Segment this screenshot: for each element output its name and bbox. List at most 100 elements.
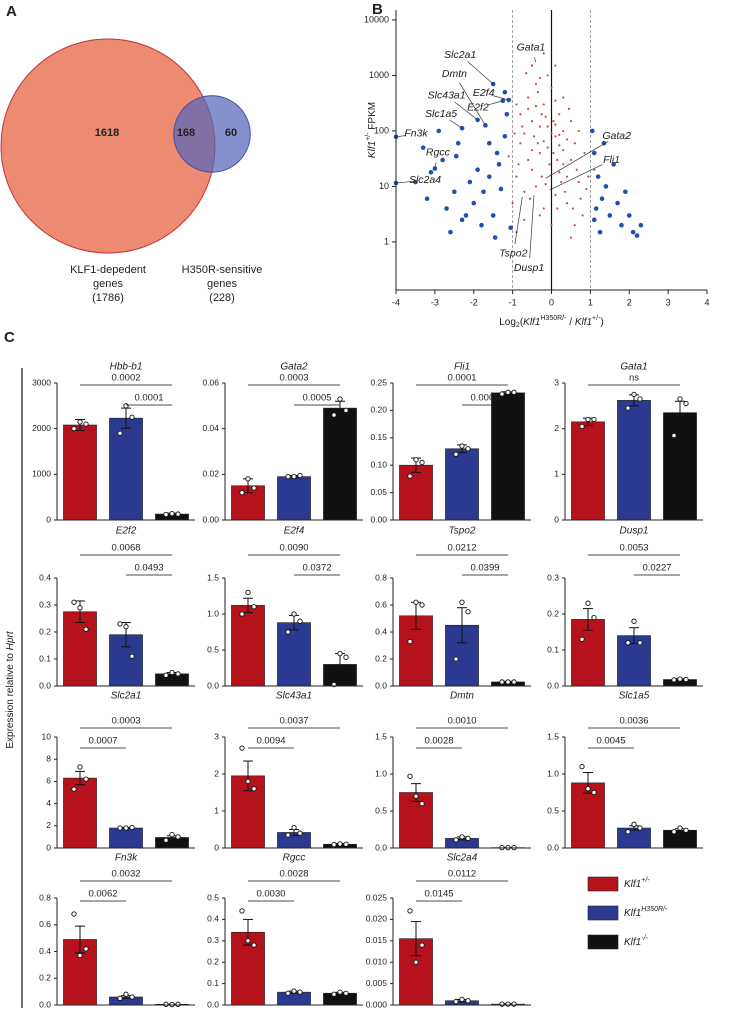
c-y-axis-label: Expression relative to Hprt xyxy=(5,630,16,749)
scatter-point xyxy=(513,132,516,135)
replicate-point xyxy=(683,400,689,407)
label-part: Hprt xyxy=(5,630,16,650)
replicate-point xyxy=(291,611,297,617)
bar xyxy=(109,417,143,521)
chart-title: Fli1 xyxy=(454,362,470,373)
replicate-point xyxy=(77,764,83,770)
replicate-point xyxy=(677,676,683,682)
scatter-point xyxy=(554,135,557,138)
y-tick-label: 0.6 xyxy=(375,599,387,609)
y-tick-label: 0.3 xyxy=(547,572,559,582)
annotation-label: Slc43a1 xyxy=(428,90,466,102)
annotation-leader xyxy=(514,196,523,244)
scatter-point xyxy=(490,213,496,218)
replicate-point xyxy=(343,990,349,996)
replicate-point xyxy=(163,511,169,518)
y-tick-label: 0.8 xyxy=(375,572,387,582)
replicate-point xyxy=(683,827,689,833)
y-tick-label: 0.04 xyxy=(202,423,219,433)
scatter-point xyxy=(540,113,543,116)
y-tick-label: 0 xyxy=(46,842,51,852)
y-tick-label: 0.5 xyxy=(207,892,219,902)
venn-region-count: 1618 xyxy=(95,127,119,139)
scatter-point xyxy=(569,236,573,239)
replicate-point xyxy=(291,473,297,480)
comparison-label: 0.0037 xyxy=(279,716,308,727)
replicate-point xyxy=(175,1001,181,1007)
scatter-point xyxy=(444,206,449,211)
scatter-point xyxy=(502,134,508,139)
scatter-point xyxy=(552,151,555,155)
annotation-label: Slc2a1 xyxy=(444,49,476,61)
scatter-point xyxy=(525,72,528,75)
comparison-label: 0.0007 xyxy=(88,736,117,747)
scatter-point xyxy=(593,206,599,211)
y-tick-label: 0.1 xyxy=(207,978,219,988)
scatter-point xyxy=(508,225,513,231)
y-tick-label: 0.10 xyxy=(370,459,387,469)
replicate-point xyxy=(123,825,129,831)
replicate-point xyxy=(585,416,591,423)
venn-set-size: (228) xyxy=(209,292,235,304)
replicate-point xyxy=(453,837,459,843)
scatter-point xyxy=(638,222,644,228)
replicate-point xyxy=(285,629,291,635)
scatter-point xyxy=(548,163,551,166)
y-tick-label: 0.4 xyxy=(375,626,387,636)
annotation-leader xyxy=(487,100,504,106)
comparison-label: 0.0028 xyxy=(279,869,308,880)
y-tick-label: 0.0 xyxy=(547,842,559,852)
scatter-point xyxy=(558,144,561,147)
y-tick-label: 0.000 xyxy=(366,999,388,1009)
scatter-point xyxy=(554,64,557,67)
y-tick-label: 2000 xyxy=(32,423,51,433)
scatter-point xyxy=(534,105,538,108)
legend-label: Klf1+/- xyxy=(624,877,650,889)
scatter-point xyxy=(424,196,430,202)
y-tick-label: 0.15 xyxy=(370,432,387,442)
replicate-point xyxy=(163,1001,169,1007)
y-tick-label: 0.025 xyxy=(366,892,388,902)
scatter-point xyxy=(544,115,547,118)
replicate-point xyxy=(251,485,257,491)
y-tick-label: 0.1 xyxy=(39,653,51,663)
replicate-point xyxy=(163,837,169,843)
y-tick-label: 0.0 xyxy=(207,999,219,1009)
bar xyxy=(571,421,605,521)
replicate-point xyxy=(465,609,471,615)
scatter-point xyxy=(619,222,624,228)
legend-label-sup: +/- xyxy=(641,877,650,884)
y-tick-label: 3 xyxy=(214,731,219,741)
replicate-point xyxy=(83,776,89,782)
scatter-point xyxy=(556,207,559,210)
scatter-point xyxy=(573,142,576,145)
bar xyxy=(277,991,311,1006)
y-tick-label: 0.4 xyxy=(207,914,219,924)
y-tick-label: 1 xyxy=(554,469,559,479)
chart-title: Slc2a1 xyxy=(111,691,142,702)
replicate-point xyxy=(331,842,337,848)
replicate-point xyxy=(291,988,297,994)
scatter-point xyxy=(569,120,573,123)
scatter-point xyxy=(479,222,484,228)
scatter-point xyxy=(554,123,557,126)
x-tick-label: 4 xyxy=(704,297,709,307)
y-tick-label: 0.8 xyxy=(39,892,51,902)
comparison-label: 0.0001 xyxy=(134,393,163,404)
scatter-point xyxy=(453,153,459,159)
scatter-point xyxy=(532,135,536,138)
legend-label-base: Klf1 xyxy=(624,937,641,948)
replicate-point xyxy=(683,676,689,683)
scatter-point xyxy=(558,133,561,136)
replicate-point xyxy=(117,621,123,627)
scatter-point xyxy=(538,214,541,217)
comparison-label: 0.0001 xyxy=(447,373,476,384)
y-tick-label: 0.5 xyxy=(375,805,387,815)
scatter-point xyxy=(607,213,613,218)
venn-set-label: genes xyxy=(207,278,237,290)
scatter-point xyxy=(593,168,596,171)
comparison-label: 0.0036 xyxy=(619,716,648,727)
scatter-point xyxy=(481,189,486,195)
scatter-point xyxy=(467,179,473,185)
scatter-point xyxy=(581,214,584,217)
